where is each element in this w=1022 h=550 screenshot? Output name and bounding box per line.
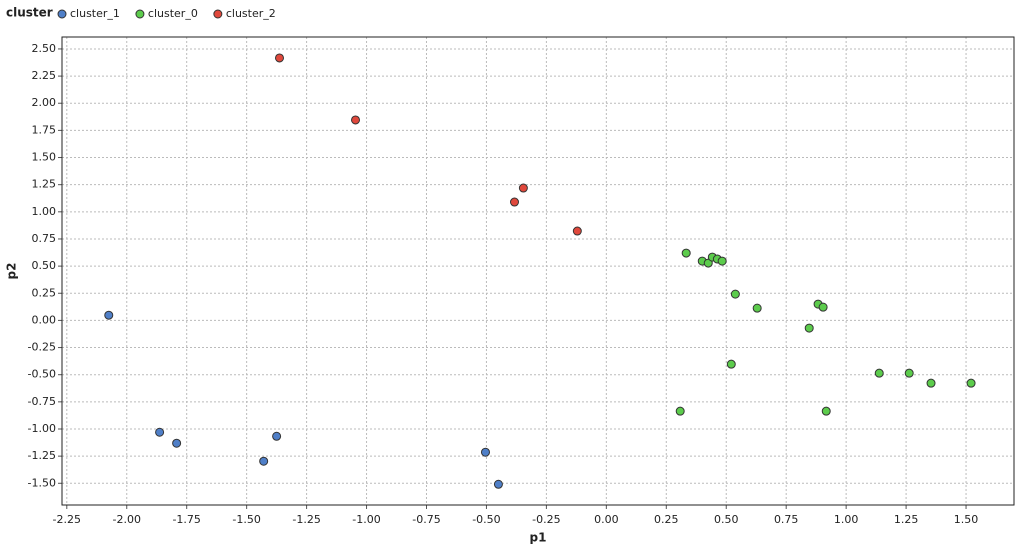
point (272, 431, 282, 441)
x-tick-label: 0.00 (594, 513, 619, 526)
x-axis-label: p1 (530, 531, 547, 545)
point (904, 368, 914, 378)
x-tick-label: -0.25 (532, 513, 560, 526)
y-tick-label: -1.00 (28, 422, 56, 435)
y-tick-label: 1.75 (32, 123, 57, 136)
point (821, 406, 831, 416)
y-tick-label: 2.50 (32, 42, 57, 55)
y-tick-label: -1.25 (28, 449, 56, 462)
x-tick-label: -1.25 (292, 513, 320, 526)
point (804, 323, 814, 333)
point (172, 438, 182, 448)
y-tick-label: 1.50 (32, 151, 57, 164)
y-tick-label: 0.25 (32, 286, 57, 299)
y-tick-label: -0.25 (28, 341, 56, 354)
x-tick-label: 0.25 (654, 513, 679, 526)
point (926, 378, 936, 388)
point (966, 378, 976, 388)
point (509, 197, 519, 207)
x-tick-label: -1.75 (172, 513, 200, 526)
y-tick-label: 0.50 (32, 259, 57, 272)
point (752, 303, 762, 313)
x-tick-label: 1.50 (954, 513, 979, 526)
point (480, 447, 490, 457)
x-tick-label: -2.25 (53, 513, 81, 526)
x-tick-label: -1.50 (232, 513, 260, 526)
x-tick-label: 0.50 (714, 513, 739, 526)
y-tick-label: -1.50 (28, 476, 56, 489)
point (717, 256, 727, 266)
point (818, 302, 828, 312)
x-tick-label: 1.25 (894, 513, 919, 526)
y-tick-label: -0.50 (28, 368, 56, 381)
y-axis-label: p2 (5, 263, 19, 280)
point (259, 456, 269, 466)
point (351, 115, 361, 125)
legend-marker (135, 9, 145, 19)
plot-area (62, 37, 1014, 505)
point (726, 359, 736, 369)
point (274, 53, 284, 63)
y-tick-label: 1.00 (32, 205, 57, 218)
x-tick-label: 1.00 (834, 513, 859, 526)
point (493, 479, 503, 489)
y-tick-label: 2.25 (32, 69, 57, 82)
legend-marker (213, 9, 223, 19)
x-tick-label: -1.00 (352, 513, 380, 526)
y-tick-label: 0.00 (32, 313, 57, 326)
point (572, 226, 582, 236)
point (730, 289, 740, 299)
point (675, 406, 685, 416)
point (104, 310, 114, 320)
point (874, 368, 884, 378)
x-tick-label: -0.50 (472, 513, 500, 526)
legend-label: cluster_2 (226, 7, 276, 20)
plot-border (61, 36, 1015, 506)
point (518, 183, 528, 193)
legend-label: cluster_1 (70, 7, 120, 20)
legend-label: cluster_0 (148, 7, 198, 20)
x-tick-label: 0.75 (774, 513, 799, 526)
x-tick-label: -0.75 (412, 513, 440, 526)
point (155, 427, 165, 437)
legend-title: cluster (6, 6, 53, 20)
y-tick-label: 1.25 (32, 178, 57, 191)
y-tick-label: -0.75 (28, 395, 56, 408)
y-tick-label: 2.00 (32, 96, 57, 109)
x-tick-label: -2.00 (113, 513, 141, 526)
y-tick-label: 0.75 (32, 232, 57, 245)
legend-marker (57, 9, 67, 19)
point (681, 248, 691, 258)
